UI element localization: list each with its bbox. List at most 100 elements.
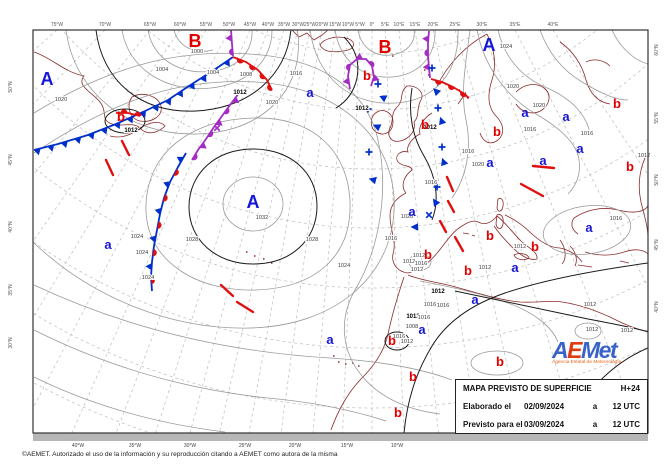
front-triangle — [176, 90, 184, 98]
air-mass-label-a: a — [539, 153, 547, 168]
longitude-label-bottom: 40°W — [72, 443, 85, 449]
coast-great-britain — [388, 85, 423, 142]
elaborated-date: 02/09/2024 — [524, 402, 565, 411]
front-triangle — [215, 119, 223, 126]
air-mass-label-a: a — [585, 220, 593, 235]
legend-title-row: MAPA PREVISTO DE SUPERFICIE H+24 — [463, 384, 640, 393]
logo-letter: E — [567, 337, 582, 363]
isobar-value-label: 1008 — [240, 72, 252, 78]
forecast-info-panel: MAPA PREVISTO DE SUPERFICIE H+24 Elabora… — [455, 379, 648, 434]
isobar-value-label: 1012 — [431, 289, 445, 295]
isobar-major — [335, 36, 359, 109]
isobar-1012-major — [95, 30, 292, 112]
longitude-label-bottom: 30°W — [184, 443, 197, 449]
pressure-center-high: A — [247, 192, 260, 212]
front-symbols-layer — [104, 64, 556, 314]
air-mass-label-b: b — [626, 159, 634, 174]
map-frame — [32, 29, 649, 434]
front-triangle — [47, 144, 55, 152]
isobar-small — [574, 322, 602, 340]
coast-iceland — [319, 36, 354, 53]
meridian-line — [414, 30, 479, 433]
coast-balkans — [504, 214, 583, 263]
longitude-label-top: 60°W — [174, 22, 187, 28]
front-semicircle — [120, 109, 128, 113]
air-mass-label-a: a — [511, 260, 519, 275]
valid-date: 03/09/2024 — [524, 420, 565, 429]
air-mass-label-b: b — [424, 247, 432, 262]
front-semicircle — [173, 169, 179, 176]
cross-symbol — [213, 124, 221, 132]
isobar-value-label: 1000 — [191, 49, 203, 55]
front-triangle — [60, 141, 68, 149]
triangle-symbol — [410, 223, 418, 231]
isobar-value-label: 1020 — [55, 97, 67, 103]
coast-iberia — [389, 192, 479, 274]
air-mass-label-a: a — [104, 237, 112, 252]
isobar-value-label: 1004 — [207, 70, 219, 76]
isobar-value-label: 1012 — [479, 265, 491, 271]
longitude-label-top: 65°W — [144, 22, 157, 28]
coast-finland — [515, 84, 550, 114]
fronts-layer — [33, 30, 470, 292]
longitude-label-bottom: 35°W — [129, 443, 142, 449]
pressure-center-low: B — [189, 31, 202, 51]
air-mass-label-a: a — [576, 141, 584, 156]
air-mass-label-a: a — [562, 109, 570, 124]
front-triangle — [74, 137, 82, 145]
coast-white-sea — [559, 41, 611, 105]
isobar-value-label: 1028 — [306, 237, 318, 243]
trough-dash — [445, 175, 455, 193]
isobar-1008 — [121, 30, 273, 90]
triangle-symbol — [439, 116, 447, 126]
coast-sicily — [513, 253, 530, 261]
coast-italy — [477, 215, 538, 260]
valid-sep: a — [592, 420, 598, 429]
front-triangle — [100, 127, 108, 135]
longitude-label-top: 75°W — [51, 22, 64, 28]
latitude-label-right: 40°N — [654, 301, 660, 313]
longitude-label-top: 35°E — [510, 22, 522, 28]
coast-north-africa — [407, 274, 648, 332]
air-mass-label-b: b — [486, 228, 494, 243]
triangle-symbol — [368, 176, 377, 185]
longitude-label-bottom: 25°W — [239, 443, 252, 449]
logo-letter: t — [609, 337, 618, 363]
meridian-line — [71, 30, 251, 433]
front-semicircle — [448, 84, 455, 90]
isobar — [33, 376, 226, 433]
isobar — [451, 30, 471, 199]
latitude-label-right: 55°N — [654, 112, 660, 124]
trough-dash — [519, 182, 545, 198]
front-triangle — [200, 75, 207, 83]
longitude-label-top: 20°E — [428, 22, 440, 28]
air-mass-label-b: b — [613, 96, 621, 111]
front-semicircle — [229, 48, 233, 56]
isobar-value-label: 1012 — [584, 302, 596, 308]
air-mass-label-b: b — [493, 124, 501, 139]
logo-letter: e — [598, 337, 612, 363]
aemet-logo-letters: AEMet — [552, 339, 621, 362]
longitude-label-top: 25°E — [450, 22, 462, 28]
isobar-value-label: 1020 — [533, 103, 545, 109]
longitude-label-top: 10°E — [394, 22, 406, 28]
front-cold — [33, 56, 234, 151]
plus-symbol — [438, 143, 446, 151]
longitude-label-top: 25°W — [304, 22, 317, 28]
plus-symbol — [374, 80, 382, 88]
isobar-value-label: 1008 — [406, 324, 418, 330]
aemet-logo-tagline: Agencia Estatal de Meteorología — [552, 360, 622, 365]
coast-crete-cyprus — [577, 260, 630, 268]
meridian-line — [312, 30, 349, 433]
front-triangle — [188, 82, 195, 90]
air-mass-label-b: b — [464, 263, 472, 278]
longitude-label-top: 70°W — [99, 22, 112, 28]
front-semicircle — [249, 64, 256, 71]
elaborated-sep: a — [592, 402, 598, 411]
front-triangle — [152, 104, 159, 112]
isobar-1012-major — [403, 262, 648, 433]
longitude-label-bottom: 15°W — [341, 443, 354, 449]
front-triangle — [149, 235, 157, 243]
longitude-label-bottom: 10°W — [391, 443, 404, 449]
